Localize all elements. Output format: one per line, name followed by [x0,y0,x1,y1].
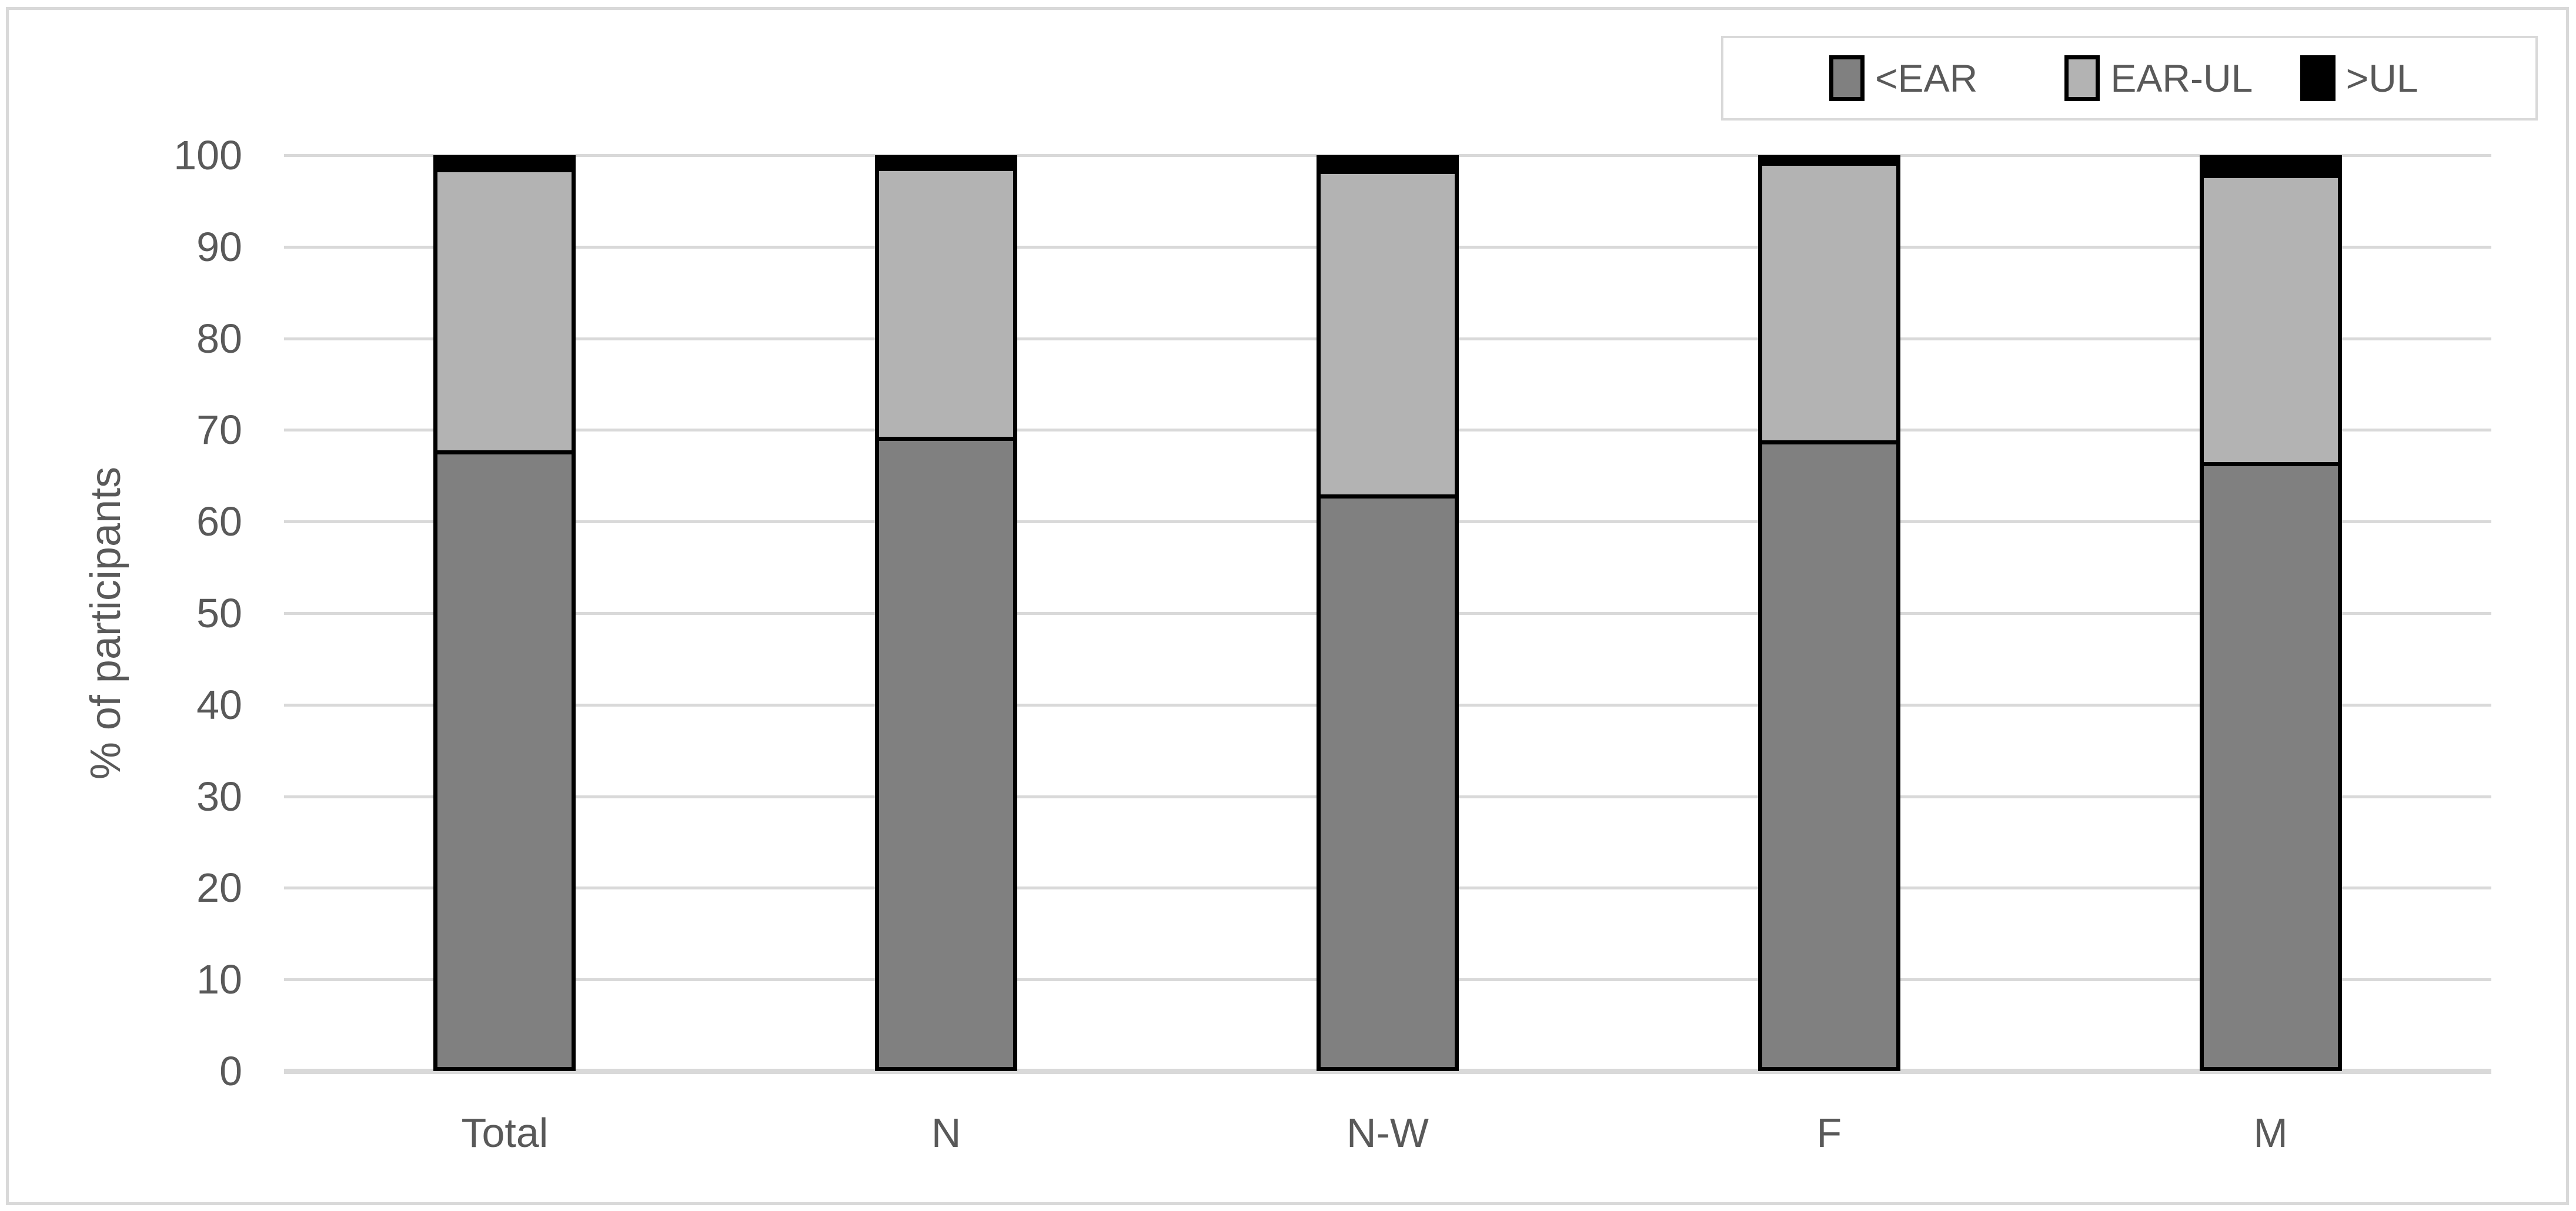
bar-n-w [1317,155,1459,1071]
y-tick-label-20: 20 [196,865,242,911]
y-tick-label-40: 40 [196,681,242,728]
bar-m [2199,155,2342,1071]
bar-segment-ear-ul [1321,173,1455,499]
bar-total [433,155,576,1071]
legend: <EAR EAR-UL >UL [1721,36,2538,121]
bar-segment-gt-ul [437,159,572,172]
bar-segment-ear-ul [2203,178,2338,466]
y-tick-label-30: 30 [196,773,242,819]
bar-segment-gt-ul [879,159,1014,172]
legend-entry-ear: <EAR [1829,55,2064,101]
bar-segment-ear-ul [879,171,1014,441]
y-tick-label-90: 90 [196,223,242,270]
figure-border [6,7,2569,1205]
y-tick-label-10: 10 [196,956,242,1003]
bar-segment-lt-ear [2204,466,2338,1067]
x-tick-label-m: M [2253,1110,2288,1156]
y-tick-label-50: 50 [196,590,242,636]
bar-n [875,155,1018,1071]
x-tick-label-total: Total [461,1110,549,1156]
bar-segment-lt-ear [1762,444,1896,1067]
legend-label-ear: <EAR [1875,56,1978,100]
y-tick-label-60: 60 [196,499,242,545]
bar-f [1758,155,1900,1071]
bar-segment-gt-ul [1762,159,1896,166]
legend-label-ear-ul: EAR-UL [2110,56,2253,100]
x-tick-label-n-w: N-W [1347,1110,1429,1156]
bar-segment-lt-ear [437,454,572,1067]
legend-swatch-ear-icon [1829,55,1865,101]
y-tick-label-0: 0 [219,1048,242,1094]
y-tick-label-70: 70 [196,407,242,453]
legend-label-ul: >UL [2346,56,2418,100]
bar-segment-lt-ear [1321,499,1455,1067]
legend-entry-ul: >UL [2300,55,2535,101]
bar-segment-gt-ul [2203,159,2338,179]
x-tick-label-n: N [931,1110,961,1156]
chart-plot-area [284,154,2491,1074]
legend-swatch-ul-icon [2300,55,2336,101]
y-tick-label-100: 100 [173,132,242,178]
x-tick-label-f: F [1816,1110,1842,1156]
legend-entry-ear-ul: EAR-UL [2064,55,2300,101]
bar-segment-lt-ear [879,441,1013,1067]
bar-segment-ear-ul [437,172,572,454]
bar-segment-ear-ul [1762,165,1896,444]
x-axis-line [284,1069,2491,1074]
legend-swatch-ear-ul-icon [2064,55,2100,101]
y-tick-label-80: 80 [196,315,242,362]
bar-segment-gt-ul [1321,159,1455,174]
